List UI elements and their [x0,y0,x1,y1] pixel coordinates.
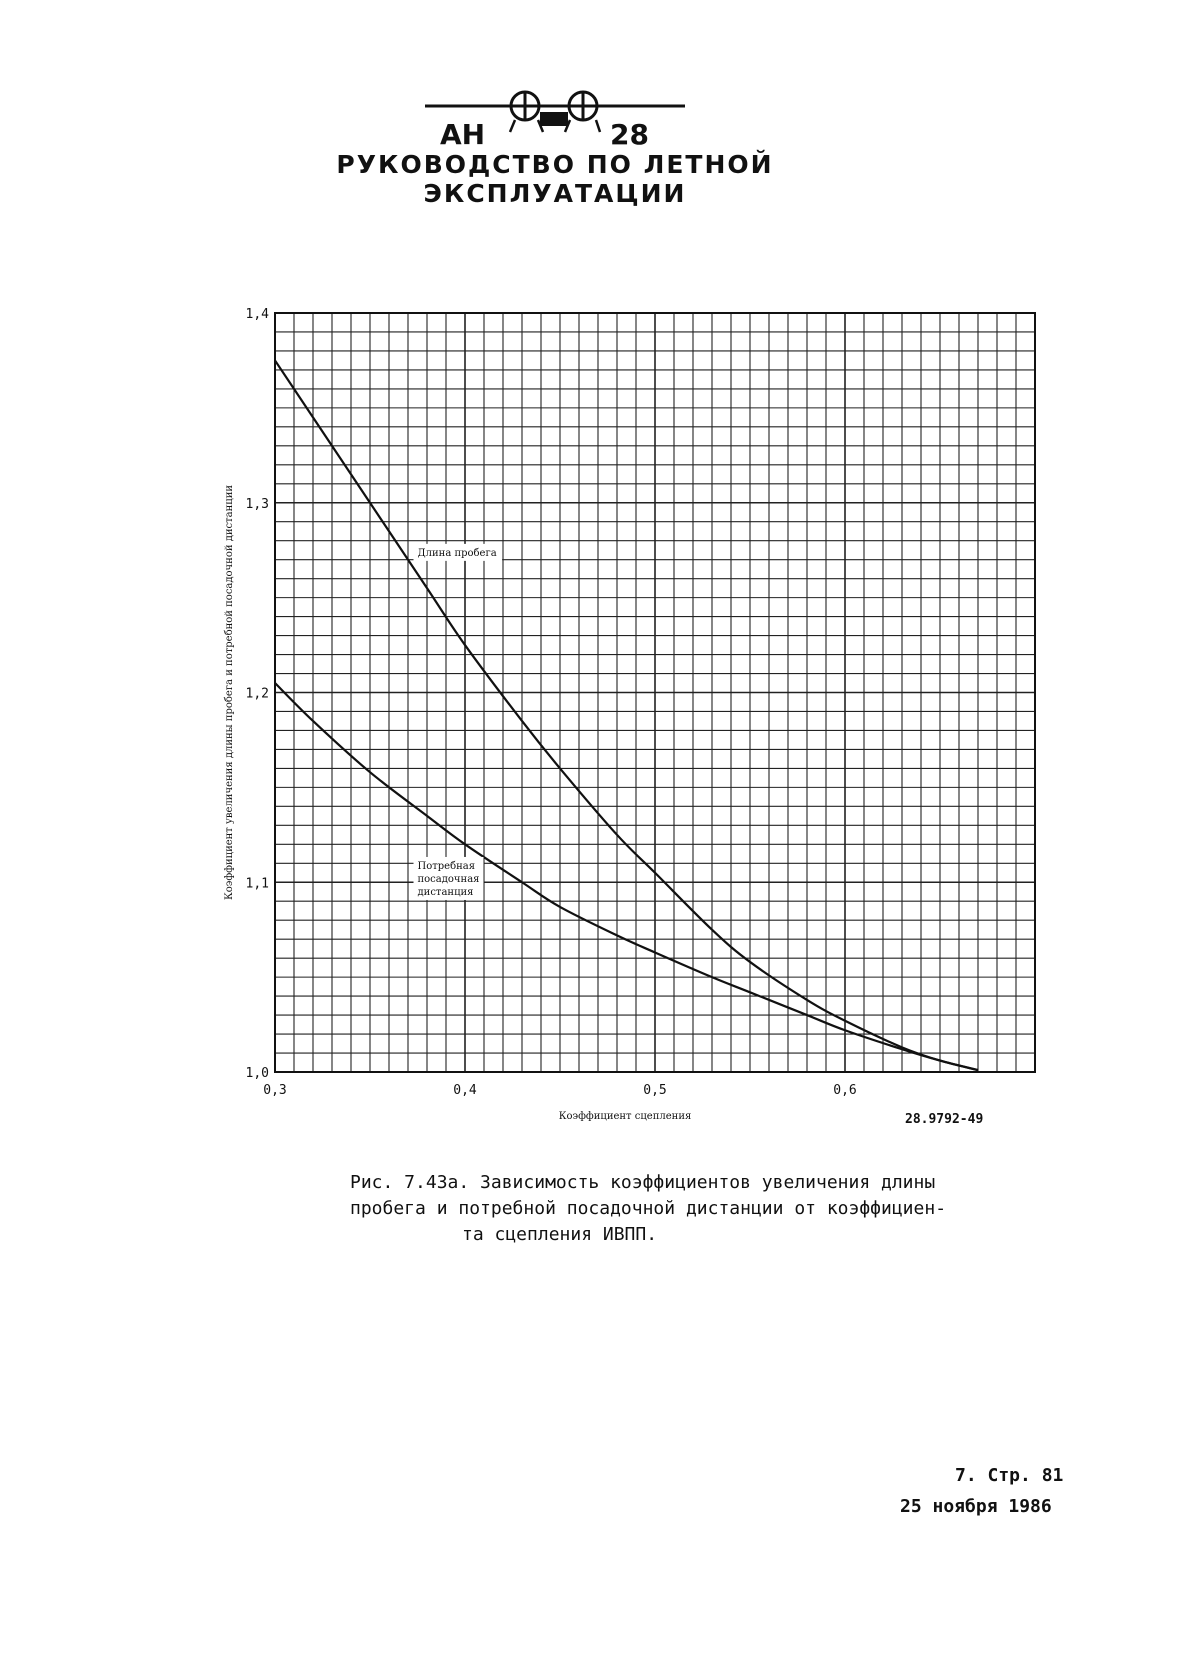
y-tick-label: 1,2 [246,687,269,702]
y-tick-label: 1,4 [246,307,270,322]
series-line-run-length [275,360,978,1070]
caption-line-1: Рис. 7.43а. Зависимость коэффициентов ув… [350,1170,970,1196]
x-tick-label: 0,6 [833,1083,856,1098]
x-tick-label: 0,3 [263,1083,286,1098]
x-tick-label: 0,5 [643,1083,666,1098]
annotation-text: дистанция [418,887,474,898]
y-tick-label: 1,0 [246,1066,269,1081]
annotation-run-length: Длина пробега [414,544,503,561]
annotation-text: посадочная [418,874,480,885]
figure-code: 28.9792-49 [905,1112,983,1127]
y-axis-label: Коэффициент увеличения длины пробега и п… [224,485,235,900]
annotation-text: Длина пробега [418,548,497,559]
annotation-landing-distance: Потребная посадочная дистанция [414,857,484,900]
series-line-landing-distance [275,683,978,1070]
y-tick-label: 1,1 [246,876,269,891]
y-tick-label: 1,3 [246,497,269,512]
caption-line-2: пробега и потребной посадочной дистанции… [350,1196,970,1222]
x-axis-label: Коэффициент сцепления [559,1111,692,1122]
chart-series [275,360,978,1070]
page-date: 25 ноября 1986 [900,1496,1052,1517]
chart-axes: 0,3 0,4 0,5 0,6 1,0 1,1 1,2 1,3 1,4 Коэффициент с… [224,307,1035,1122]
annotation-text: Потребная [418,861,476,872]
caption-line-3: та сцепления ИВПП. [350,1222,970,1248]
page-number: 7. Стр. 81 [955,1465,1063,1486]
figure-caption: Рис. 7.43а. Зависимость коэффициентов ув… [350,1170,970,1248]
x-tick-label: 0,4 [453,1083,477,1098]
chart-grid [275,313,1035,1072]
